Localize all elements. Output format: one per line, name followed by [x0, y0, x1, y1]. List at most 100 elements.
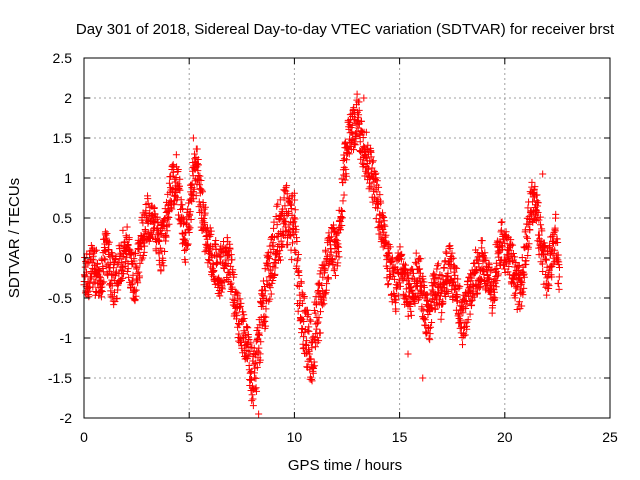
- data-point: [288, 256, 296, 264]
- data-point: [137, 243, 145, 251]
- data-point: [456, 324, 464, 332]
- data-point: [379, 213, 387, 221]
- data-point: [186, 224, 194, 232]
- data-point: [250, 360, 258, 368]
- data-point: [419, 275, 427, 283]
- data-point: [411, 299, 419, 307]
- data-point: [509, 241, 517, 249]
- data-point: [173, 194, 181, 202]
- data-point: [479, 267, 487, 275]
- data-point: [233, 312, 241, 320]
- data-point: [306, 316, 314, 324]
- data-point: [198, 188, 206, 196]
- data-point: [237, 299, 245, 307]
- data-point: [392, 307, 400, 315]
- data-point: [382, 231, 390, 239]
- data-point: [201, 219, 209, 227]
- data-point: [545, 282, 553, 290]
- data-point: [187, 216, 195, 224]
- data-point: [359, 134, 367, 142]
- data-point: [518, 254, 526, 262]
- data-point: [167, 186, 175, 194]
- data-point: [331, 272, 339, 280]
- data-point: [419, 374, 427, 382]
- data-point: [377, 199, 385, 207]
- data-point: [380, 214, 388, 222]
- data-point: [376, 230, 384, 238]
- data-point: [244, 343, 252, 351]
- data-point: [124, 265, 132, 273]
- data-point: [554, 251, 562, 259]
- data-point: [437, 315, 445, 323]
- data-point: [185, 229, 193, 237]
- data-point: [314, 318, 322, 326]
- data-point: [404, 271, 412, 279]
- data-point: [303, 337, 311, 345]
- data-point: [294, 251, 302, 259]
- data-point: [342, 139, 350, 147]
- data-point: [206, 224, 214, 232]
- data-point: [344, 149, 352, 157]
- data-point: [130, 257, 138, 265]
- data-point: [331, 228, 339, 236]
- x-tick-label: 5: [185, 429, 193, 445]
- data-point: [406, 280, 414, 288]
- data-point: [352, 135, 360, 143]
- data-point: [431, 278, 439, 286]
- data-point: [294, 307, 302, 315]
- data-point: [105, 238, 113, 246]
- data-point: [132, 286, 140, 294]
- data-point: [453, 264, 461, 272]
- data-point: [315, 314, 323, 322]
- x-axis-title: GPS time / hours: [288, 457, 402, 474]
- data-point: [507, 240, 515, 248]
- data-point: [440, 263, 448, 271]
- data-point: [85, 250, 93, 258]
- data-point: [247, 375, 255, 383]
- data-point: [273, 221, 281, 229]
- x-axis-tick-labels: 0 5 10 15 20 25: [80, 429, 618, 445]
- y-axis-tick-labels: -2 -1.5 -1 -0.5 0 0.5 1 1.5 2 2.5: [48, 50, 72, 426]
- data-point: [543, 274, 551, 282]
- data-point: [328, 224, 336, 232]
- data-point: [448, 249, 456, 257]
- x-tick-label: 0: [80, 429, 88, 445]
- data-point: [368, 158, 376, 166]
- data-point: [131, 287, 139, 295]
- data-point: [446, 244, 454, 252]
- data-point: [460, 332, 468, 340]
- data-point: [262, 305, 270, 313]
- data-point: [450, 268, 458, 276]
- data-point: [150, 227, 158, 235]
- data-point: [464, 316, 472, 324]
- data-point: [216, 253, 224, 261]
- data-point: [314, 280, 322, 288]
- data-point: [404, 350, 412, 358]
- data-point: [283, 182, 291, 190]
- data-point: [125, 234, 133, 242]
- data-point: [136, 272, 144, 280]
- y-tick-label: -2: [60, 410, 73, 426]
- data-point: [412, 249, 420, 257]
- data-point: [252, 359, 260, 367]
- data-point: [323, 280, 331, 288]
- data-point: [534, 208, 542, 216]
- data-point: [135, 268, 143, 276]
- data-point: [281, 218, 289, 226]
- data-point: [355, 106, 363, 114]
- chart-title: Day 301 of 2018, Sidereal Day-to-day VTE…: [76, 21, 615, 38]
- data-point: [416, 265, 424, 273]
- data-point: [385, 249, 393, 257]
- data-point: [275, 253, 283, 261]
- data-point: [162, 233, 170, 241]
- data-point: [427, 304, 435, 312]
- data-point: [451, 264, 459, 272]
- data-point: [156, 237, 164, 245]
- data-point: [193, 145, 201, 153]
- data-point: [262, 322, 270, 330]
- data-point: [178, 213, 186, 221]
- data-point: [444, 289, 452, 297]
- data-point: [249, 395, 257, 403]
- data-point: [165, 179, 173, 187]
- data-point: [294, 255, 302, 263]
